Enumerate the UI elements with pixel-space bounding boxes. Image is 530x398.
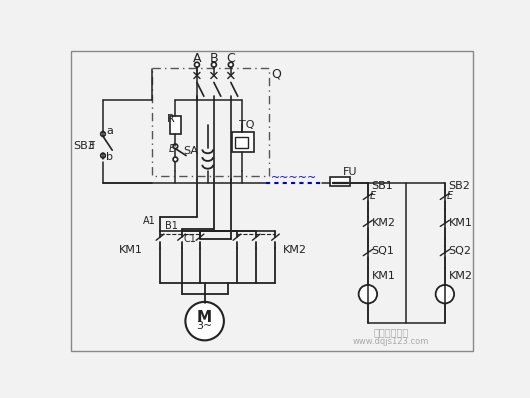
Circle shape <box>228 62 233 67</box>
Text: R: R <box>167 114 175 124</box>
Text: E: E <box>446 191 453 201</box>
Text: KM1: KM1 <box>449 219 473 228</box>
Text: 电工技术之家: 电工技术之家 <box>373 328 409 338</box>
Text: FU: FU <box>342 167 357 177</box>
Text: SQ2: SQ2 <box>449 246 472 256</box>
Text: E: E <box>169 144 175 154</box>
Circle shape <box>101 153 105 158</box>
Text: KM1: KM1 <box>118 245 142 255</box>
Bar <box>330 177 350 186</box>
Text: A1: A1 <box>144 216 156 226</box>
Text: Q: Q <box>271 67 281 80</box>
Text: B: B <box>209 52 218 65</box>
Text: KM2: KM2 <box>283 245 307 255</box>
Text: KM2: KM2 <box>449 271 473 281</box>
Text: C: C <box>226 52 235 65</box>
Text: A: A <box>193 52 201 65</box>
Circle shape <box>101 132 105 136</box>
Text: E: E <box>369 191 376 201</box>
Text: C1: C1 <box>183 234 196 244</box>
Circle shape <box>359 285 377 303</box>
Text: B1: B1 <box>165 221 178 231</box>
Text: b: b <box>106 152 113 162</box>
Text: SB1: SB1 <box>372 181 393 191</box>
Text: SA: SA <box>183 146 198 156</box>
Text: KM1: KM1 <box>372 271 395 281</box>
Bar <box>152 68 269 176</box>
Text: SB2: SB2 <box>449 181 471 191</box>
Text: 3~: 3~ <box>197 321 213 331</box>
Circle shape <box>173 144 178 148</box>
Text: TQ: TQ <box>238 120 254 130</box>
Text: ~~~~~: ~~~~~ <box>271 173 317 183</box>
Bar <box>170 115 181 134</box>
Circle shape <box>186 302 224 340</box>
Circle shape <box>195 62 199 67</box>
Bar <box>235 137 248 148</box>
Text: M: M <box>197 310 212 325</box>
Text: E: E <box>89 140 95 150</box>
Text: SB3: SB3 <box>74 140 95 150</box>
Bar <box>232 133 254 152</box>
Text: www.dqjs123.com: www.dqjs123.com <box>353 337 429 345</box>
Circle shape <box>173 157 178 162</box>
Text: a: a <box>106 126 113 136</box>
Text: KM2: KM2 <box>372 219 396 228</box>
Text: SQ1: SQ1 <box>372 246 395 256</box>
Circle shape <box>436 285 454 303</box>
Circle shape <box>211 62 216 67</box>
